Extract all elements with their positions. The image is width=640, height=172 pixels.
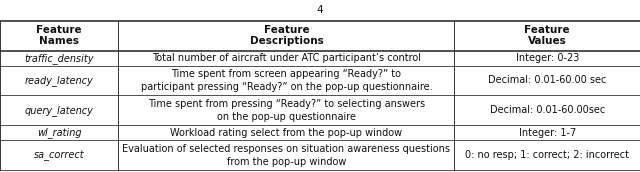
Text: Decimal: 0.01-60.00 sec: Decimal: 0.01-60.00 sec (488, 76, 606, 85)
Text: traffic_density: traffic_density (24, 53, 94, 63)
Text: sa_correct: sa_correct (34, 150, 84, 160)
Text: Total number of aircraft under ATC participant’s control: Total number of aircraft under ATC parti… (152, 53, 421, 63)
Text: Workload rating select from the pop-up window: Workload rating select from the pop-up w… (170, 128, 403, 138)
Text: Feature
Names: Feature Names (36, 25, 82, 46)
Text: 4: 4 (317, 5, 323, 15)
Text: ready_latency: ready_latency (25, 75, 93, 86)
Text: Integer: 1-7: Integer: 1-7 (518, 128, 576, 138)
Text: Decimal: 0.01-60.00sec: Decimal: 0.01-60.00sec (490, 105, 605, 115)
Text: Feature
Descriptions: Feature Descriptions (250, 25, 323, 46)
Text: Time spent from pressing “Ready?” to selecting answers
on the pop-up questionnai: Time spent from pressing “Ready?” to sel… (148, 99, 425, 122)
Text: 0: no resp; 1: correct; 2: incorrect: 0: no resp; 1: correct; 2: incorrect (465, 150, 629, 160)
Text: wl_rating: wl_rating (37, 127, 81, 138)
Text: query_latency: query_latency (25, 105, 93, 116)
Text: Time spent from screen appearing “Ready?” to
participant pressing “Ready?” on th: Time spent from screen appearing “Ready?… (141, 69, 432, 92)
Text: Evaluation of selected responses on situation awareness questions
from the pop-u: Evaluation of selected responses on situ… (122, 144, 451, 166)
Text: Integer: 0-23: Integer: 0-23 (515, 53, 579, 63)
Text: Feature
Values: Feature Values (524, 25, 570, 46)
